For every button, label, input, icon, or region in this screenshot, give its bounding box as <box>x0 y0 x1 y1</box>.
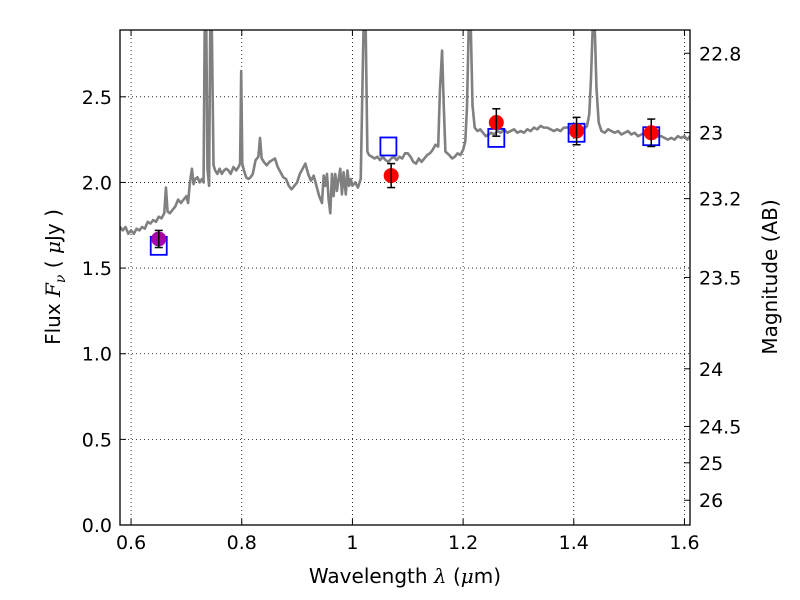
y-tick-label: 1.0 <box>82 344 112 366</box>
y2-tick-label: 23.2 <box>699 189 741 211</box>
y-tick-label: 1.5 <box>82 258 112 280</box>
y2-tick-label: 26 <box>699 490 723 512</box>
x-tick-label: 1 <box>346 532 358 554</box>
ticks: 0.6 0.8 1 1.2 1.4 1.6 0.0 0.5 1.0 1.5 2.0 2.5 22.8 23… <box>82 30 741 554</box>
y2-axis-label: Magnitude (AB) <box>758 199 782 354</box>
x-tick-label: 1.2 <box>448 532 478 554</box>
x-tick-label: 0.8 <box>227 532 257 554</box>
y-tick-label: 0.0 <box>82 515 112 537</box>
y-tick-label: 0.5 <box>82 429 112 451</box>
x-axis-label: Wavelength λ (μm) <box>309 564 501 588</box>
y-tick-label: 2.0 <box>82 172 112 194</box>
y2-tick-label: 22.8 <box>699 43 741 65</box>
x-tick-label: 0.6 <box>116 532 146 554</box>
y-axis-label: Flux Fν ( μJy ) <box>41 209 69 345</box>
y-tick-label: 2.5 <box>82 87 112 109</box>
marker-layer <box>149 108 661 256</box>
y2-tick-label: 24 <box>699 359 723 381</box>
x-tick-label: 1.6 <box>669 532 699 554</box>
y2-tick-label: 25 <box>699 453 723 475</box>
y2-tick-label: 23 <box>699 123 723 145</box>
x-tick-label: 1.4 <box>559 532 589 554</box>
y2-tick-label: 23.5 <box>699 267 741 289</box>
y2-tick-label: 24.5 <box>699 416 741 438</box>
model-photometry-square <box>379 136 398 157</box>
